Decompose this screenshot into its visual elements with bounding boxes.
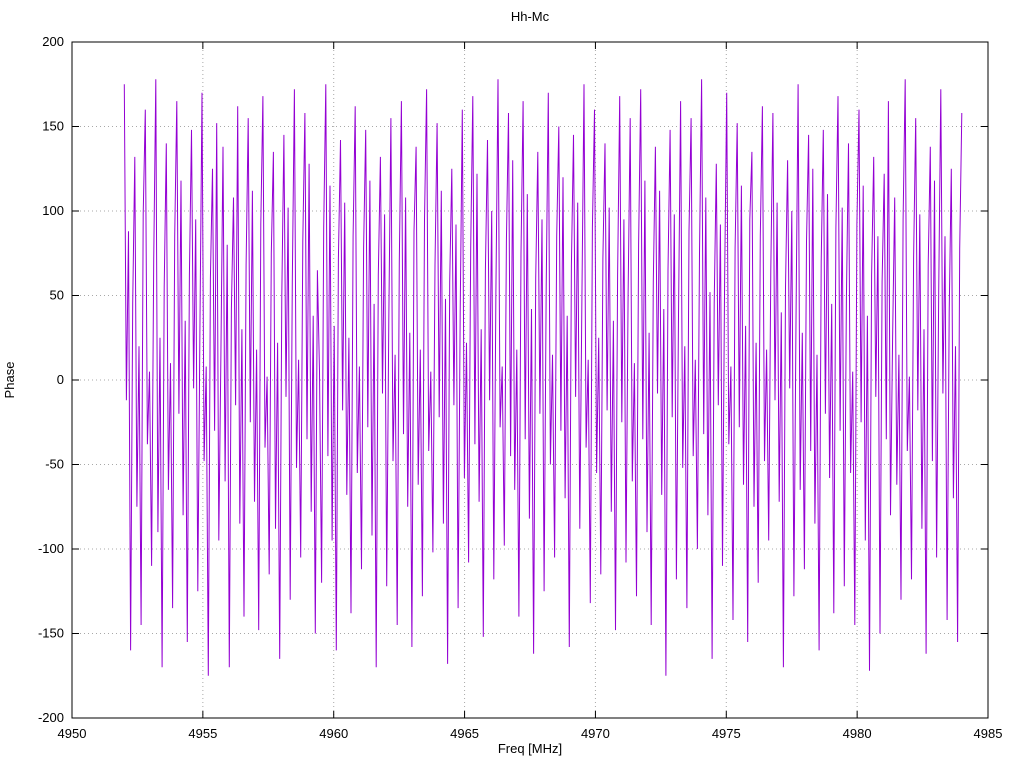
x-tick-label: 4965 bbox=[450, 726, 479, 741]
y-tick-label: 0 bbox=[57, 372, 64, 387]
chart-title: Hh-Mc bbox=[511, 9, 550, 24]
x-tick-label: 4955 bbox=[188, 726, 217, 741]
axes bbox=[71, 41, 989, 719]
y-tick-label: 50 bbox=[50, 288, 64, 303]
x-tick-label: 4950 bbox=[58, 726, 87, 741]
x-tick-label: 4960 bbox=[319, 726, 348, 741]
y-tick-label: -100 bbox=[38, 541, 64, 556]
x-tick-label: 4985 bbox=[974, 726, 1003, 741]
x-tick-label: 4975 bbox=[712, 726, 741, 741]
y-tick-label: 100 bbox=[42, 203, 64, 218]
x-tick-label: 4980 bbox=[843, 726, 872, 741]
y-axis-label: Phase bbox=[2, 362, 17, 399]
plot-border bbox=[71, 41, 989, 719]
y-tick-label: 150 bbox=[42, 119, 64, 134]
phase-line bbox=[123, 79, 963, 676]
tick-labels: 4950 4955 4960 4965 4970 4975 4980 4985 -200 -150… bbox=[38, 34, 1002, 741]
y-tick-label: -50 bbox=[45, 457, 64, 472]
y-tick-label: -200 bbox=[38, 710, 64, 725]
x-tick-label: 4970 bbox=[581, 726, 610, 741]
data-series bbox=[123, 79, 963, 676]
x-axis-label: Freq [MHz] bbox=[498, 741, 562, 756]
y-tick-label: -150 bbox=[38, 626, 64, 641]
y-tick-label: 200 bbox=[42, 34, 64, 49]
